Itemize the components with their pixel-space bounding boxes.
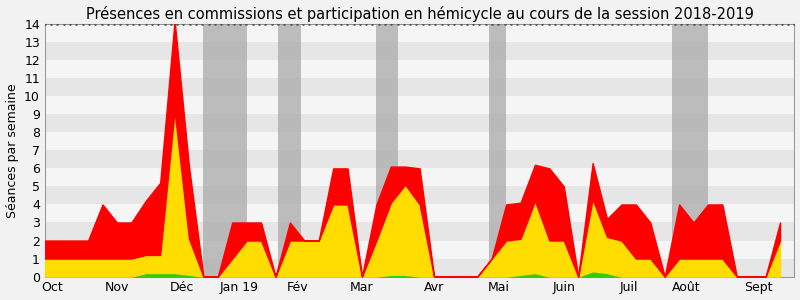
Bar: [45, 42, 794, 60]
Bar: [45, 259, 794, 277]
Bar: [278, 24, 302, 277]
Bar: [376, 24, 398, 277]
Title: Présences en commissions et participation en hémicycle au cours de la session 20: Présences en commissions et participatio…: [86, 6, 754, 22]
Bar: [45, 150, 794, 168]
Bar: [45, 132, 794, 150]
Bar: [45, 96, 794, 114]
Bar: [489, 24, 506, 277]
Bar: [45, 223, 794, 241]
Bar: [45, 186, 794, 204]
Bar: [45, 204, 794, 223]
Bar: [45, 60, 794, 78]
Bar: [45, 78, 794, 96]
Bar: [45, 24, 794, 42]
Bar: [45, 168, 794, 186]
Bar: [45, 241, 794, 259]
Y-axis label: Séances par semaine: Séances par semaine: [6, 83, 18, 218]
Bar: [203, 24, 246, 277]
Bar: [672, 24, 708, 277]
Bar: [45, 114, 794, 132]
